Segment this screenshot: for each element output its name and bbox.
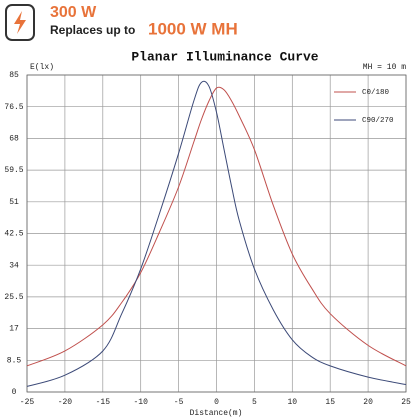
annotation: MH = 10 m <box>363 63 406 72</box>
x-tick-label: -15 <box>96 398 111 407</box>
x-tick-label: 10 <box>287 398 297 407</box>
y-tick-label: 25.5 <box>4 293 23 302</box>
y-tick-label: 8.5 <box>7 356 22 365</box>
chart-title: Planar Illuminance Curve <box>131 49 318 64</box>
x-tick-label: 20 <box>363 398 373 407</box>
x-tick-label: -25 <box>20 398 35 407</box>
y-tick-label: 59.5 <box>4 166 23 175</box>
bolt-icon <box>14 11 26 34</box>
x-tick-label: 5 <box>252 398 257 407</box>
series-line <box>26 86 407 367</box>
y-tick-label: 51 <box>9 198 19 207</box>
legend-label: C90/270 <box>362 117 394 125</box>
y-tick-label: 76.5 <box>4 103 23 112</box>
x-axis-label: Distance(m) <box>190 409 243 418</box>
power-text: 300 W <box>50 4 97 21</box>
power-icon <box>5 4 35 41</box>
y-tick-label: 34 <box>9 261 19 270</box>
x-tick-label: 0 <box>214 398 219 407</box>
y-tick-label: 85 <box>9 71 19 80</box>
y-axis-label: E(lx) <box>30 63 54 72</box>
replaces-text: Replaces up to <box>50 23 135 37</box>
y-tick-label: 42.5 <box>4 230 23 239</box>
x-tick-label: -10 <box>133 398 148 407</box>
plot-frame <box>26 74 407 393</box>
x-tick-label: -5 <box>174 398 184 407</box>
y-tick-label: 68 <box>9 135 19 144</box>
series-line <box>26 80 407 387</box>
x-tick-label: -20 <box>58 398 73 407</box>
x-tick-label: 15 <box>325 398 335 407</box>
y-tick-label: 0 <box>12 388 17 397</box>
x-tick-label: 25 <box>401 398 411 407</box>
y-tick-label: 17 <box>9 325 19 334</box>
replaces-value: 1000 W MH <box>148 19 238 38</box>
legend-label: C0/180 <box>362 89 390 97</box>
